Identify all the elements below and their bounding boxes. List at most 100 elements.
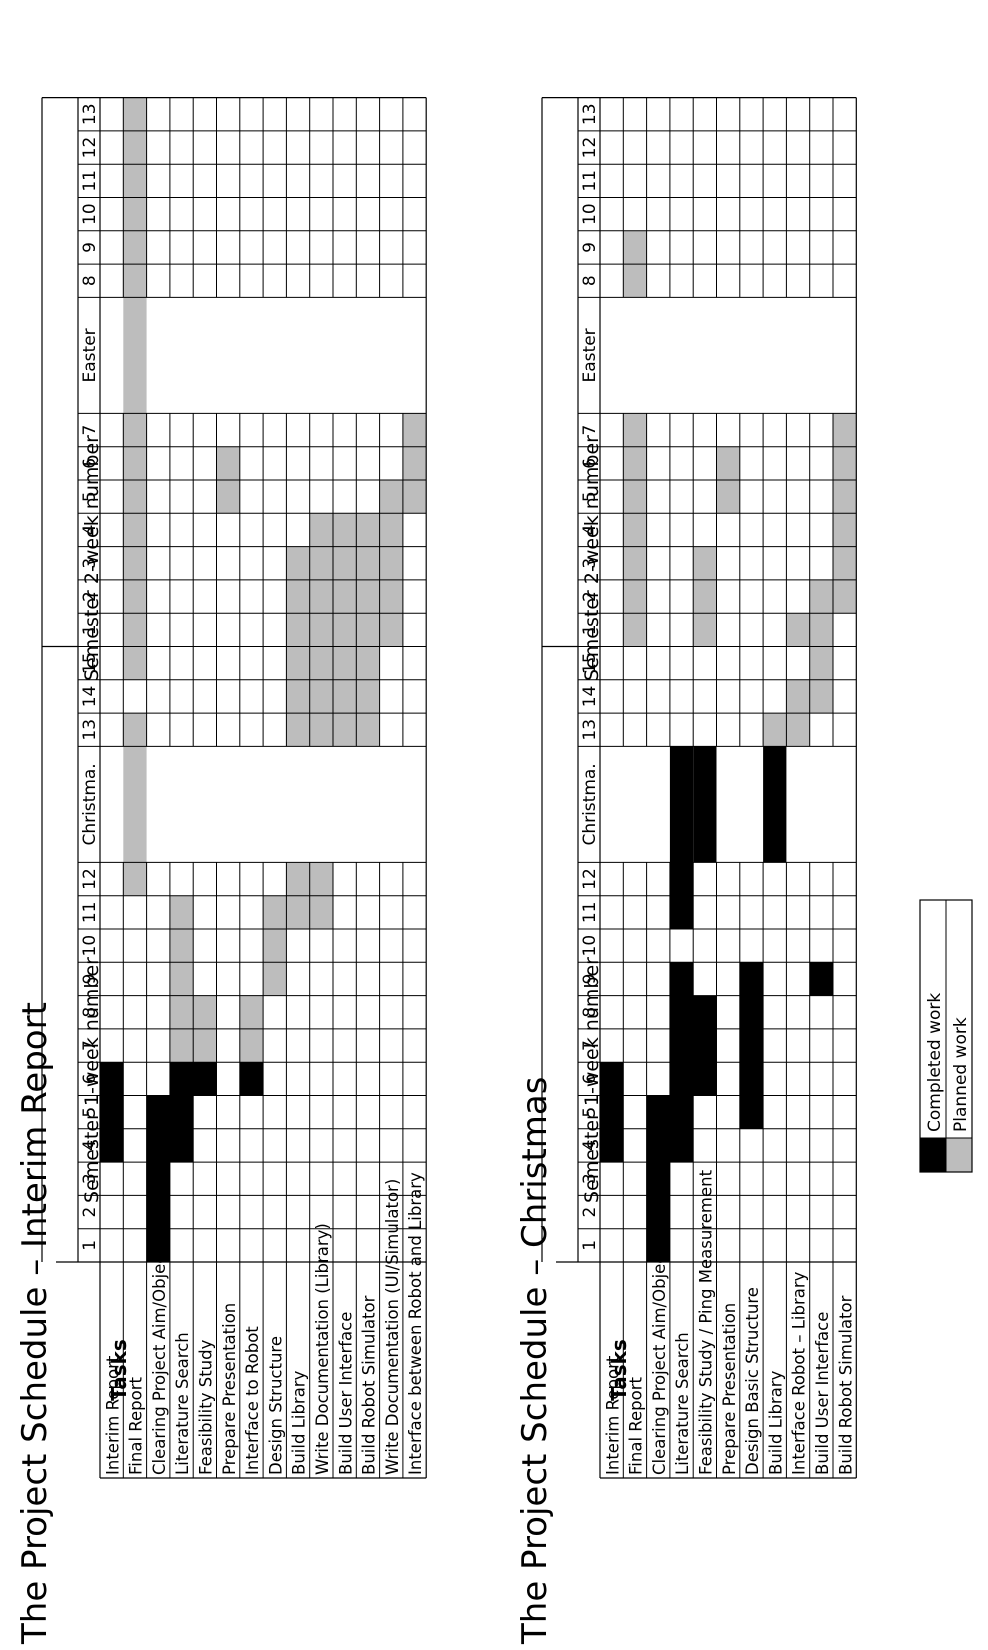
planned-cell <box>309 862 334 896</box>
week-label: 4 <box>80 525 100 536</box>
week-label: 11 <box>580 902 600 924</box>
planned-cell <box>263 928 287 963</box>
planned-cell <box>623 480 647 514</box>
completed-cell <box>669 1128 694 1163</box>
week-label: 5 <box>580 491 600 502</box>
planned-cell <box>333 646 357 680</box>
schedule-cells <box>100 97 427 1262</box>
completed-cell <box>669 862 694 896</box>
week-label: 13 <box>80 719 100 741</box>
legend-planned-label: Planned work <box>951 1017 971 1132</box>
task-label: Literature Search <box>173 1332 192 1475</box>
week-label: 6 <box>580 1073 600 1084</box>
completed-cell <box>193 1062 217 1096</box>
planned-cell <box>833 446 857 480</box>
planned-cell <box>402 413 427 447</box>
week-label: 7 <box>80 425 100 436</box>
completed-cell <box>693 995 717 1029</box>
planned-cell <box>169 928 194 963</box>
task-label: Interim Report <box>603 1355 622 1475</box>
planned-cell <box>239 995 264 1029</box>
planned-cell <box>356 579 380 614</box>
task-label: Prepare Presentation <box>720 1303 739 1475</box>
completed-cell <box>100 1062 124 1096</box>
planned-cell <box>623 513 647 547</box>
task-label: Interim Report <box>103 1355 122 1475</box>
legend-completed-swatch <box>919 1137 947 1173</box>
week-label: 2 <box>80 1207 100 1218</box>
task-label: Prepare Presentation <box>220 1303 239 1475</box>
week-label: Christma. <box>80 763 100 845</box>
planned-cell <box>693 579 717 614</box>
planned-cell <box>123 613 147 647</box>
planned-cell <box>169 1028 194 1063</box>
planned-cell <box>123 413 147 447</box>
week-label: 10 <box>80 935 100 957</box>
task-label: Final Report <box>627 1377 646 1475</box>
completed-cell <box>600 1062 624 1096</box>
planned-cell <box>309 579 334 614</box>
week-column-labels: 123456789101112Christma.1314151234567Eas… <box>580 103 600 1250</box>
planned-cell <box>833 413 857 447</box>
planned-cell <box>763 713 787 747</box>
week-label: 10 <box>580 203 600 225</box>
chart-title: The Project Schedule – Interim Report <box>15 1002 55 1645</box>
planned-cell <box>169 962 194 996</box>
completed-cell <box>739 1028 764 1063</box>
week-label: 7 <box>580 1040 600 1051</box>
planned-cell <box>286 546 310 580</box>
week-label: 11 <box>580 170 600 192</box>
planned-cell <box>379 513 403 547</box>
planned-cell <box>263 962 287 996</box>
week-label: 1 <box>80 1240 100 1251</box>
planned-cell <box>263 895 287 929</box>
completed-cell <box>669 1095 694 1129</box>
planned-cell <box>356 546 380 580</box>
completed-cell <box>146 1162 170 1196</box>
planned-cell <box>216 480 240 514</box>
completed-cell <box>739 962 764 996</box>
planned-cell <box>356 646 380 680</box>
planned-cell <box>786 613 810 647</box>
completed-cell <box>693 746 717 863</box>
completed-cell <box>669 895 694 929</box>
task-label: Literature Search <box>673 1332 692 1475</box>
christmas-schedule: The Project Schedule – Christmas Tasks S… <box>515 96 857 1645</box>
planned-cell <box>239 1028 264 1063</box>
planned-cell <box>809 613 834 647</box>
task-label: Interface between Robot and Library <box>406 1172 425 1475</box>
completed-cell <box>739 995 764 1029</box>
planned-cell <box>286 613 310 647</box>
completed-cell <box>169 1128 194 1163</box>
planned-cell <box>402 480 427 514</box>
planned-cell <box>786 679 810 714</box>
completed-cell <box>646 1095 670 1129</box>
planned-cell <box>356 713 380 747</box>
week-label: 1 <box>80 624 100 635</box>
planned-cell <box>333 613 357 647</box>
completed-cell <box>146 1228 170 1262</box>
completed-cell <box>100 1095 124 1129</box>
planned-cell <box>123 579 147 614</box>
completed-cell <box>646 1195 670 1229</box>
planned-cell <box>286 646 310 680</box>
completed-cell <box>669 962 694 996</box>
completed-cell <box>669 746 694 863</box>
week-label: 10 <box>80 203 100 225</box>
planned-cell <box>809 579 834 614</box>
planned-cell <box>309 713 334 747</box>
week-label: 15 <box>80 652 100 674</box>
week-label: 2 <box>580 591 600 602</box>
task-label: Build Robot Simulator <box>360 1295 379 1475</box>
planned-cell <box>123 264 147 298</box>
legend-completed-label: Completed work <box>925 993 945 1132</box>
planned-cell <box>123 480 147 514</box>
planned-cell <box>309 679 334 714</box>
completed-cell <box>646 1128 670 1163</box>
planned-cell <box>333 679 357 714</box>
semester-1-label: Semester 1-week number <box>81 957 103 1203</box>
planned-cell <box>623 230 647 265</box>
week-label: 14 <box>580 686 600 708</box>
week-label: 6 <box>580 458 600 469</box>
planned-cell <box>169 895 194 929</box>
